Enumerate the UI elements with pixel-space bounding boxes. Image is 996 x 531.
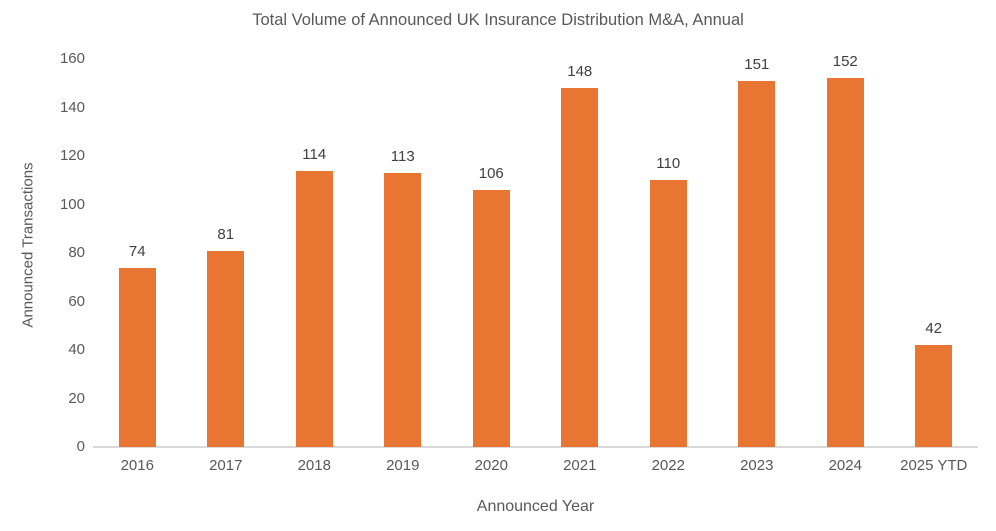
y-tick-label-120: 120 — [59, 147, 85, 164]
x-axis-line — [93, 446, 978, 448]
bar-value-2018: 114 — [302, 145, 327, 163]
bar-value-2023: 151 — [744, 55, 770, 73]
bar-2020 — [472, 189, 510, 447]
y-tick-label-100: 100 — [59, 195, 85, 213]
bar-2023 — [738, 80, 776, 447]
bar-value-2022: 110 — [656, 155, 681, 173]
bar-value-2017: 81 — [217, 225, 235, 243]
bar-value-2024: 152 — [832, 53, 858, 71]
bar-2021 — [561, 88, 599, 447]
y-tick-label-160: 160 — [59, 50, 85, 67]
y-tick-label-60: 60 — [68, 292, 85, 310]
y-tick-label-80: 80 — [68, 244, 85, 261]
bar-value-2016: 74 — [128, 242, 146, 260]
x-tick-label-2020: 2020 — [474, 457, 508, 474]
bar-value-2020: 106 — [478, 164, 504, 182]
x-tick-label-2023: 2023 — [740, 457, 774, 474]
x-tick-label-2018: 2018 — [297, 457, 331, 474]
x-axis-title: Announced Year — [476, 498, 595, 515]
x-tick-label-2019: 2019 — [386, 457, 420, 474]
x-tick-label-2016: 2016 — [120, 457, 154, 474]
x-tick-label-2017: 2017 — [209, 457, 243, 474]
x-tick-label-2022: 2022 — [651, 457, 685, 474]
bar-2016 — [118, 267, 156, 447]
bar-value-2021: 148 — [567, 63, 593, 81]
bar-value-2025 YTD: 42 — [925, 320, 943, 338]
bar-2018 — [295, 170, 333, 447]
bar-value-2019: 113 — [390, 147, 415, 165]
chart-title: Total Volume of Announced UK Insurance D… — [252, 11, 744, 29]
bar-2017 — [207, 250, 245, 447]
y-tick-label-40: 40 — [68, 341, 85, 358]
bar-2019 — [384, 172, 422, 447]
y-tick-label-140: 140 — [59, 98, 85, 116]
y-tick-label-0: 0 — [76, 438, 85, 455]
y-tick-label-20: 20 — [68, 389, 85, 407]
x-tick-label-2025 YTD: 2025 YTD — [900, 457, 968, 474]
x-tick-label-2021: 2021 — [563, 457, 597, 474]
bar-2025 YTD — [915, 345, 953, 447]
bar-2022 — [649, 180, 687, 447]
x-tick-label-2024: 2024 — [828, 457, 862, 474]
bar-2024 — [826, 78, 864, 447]
